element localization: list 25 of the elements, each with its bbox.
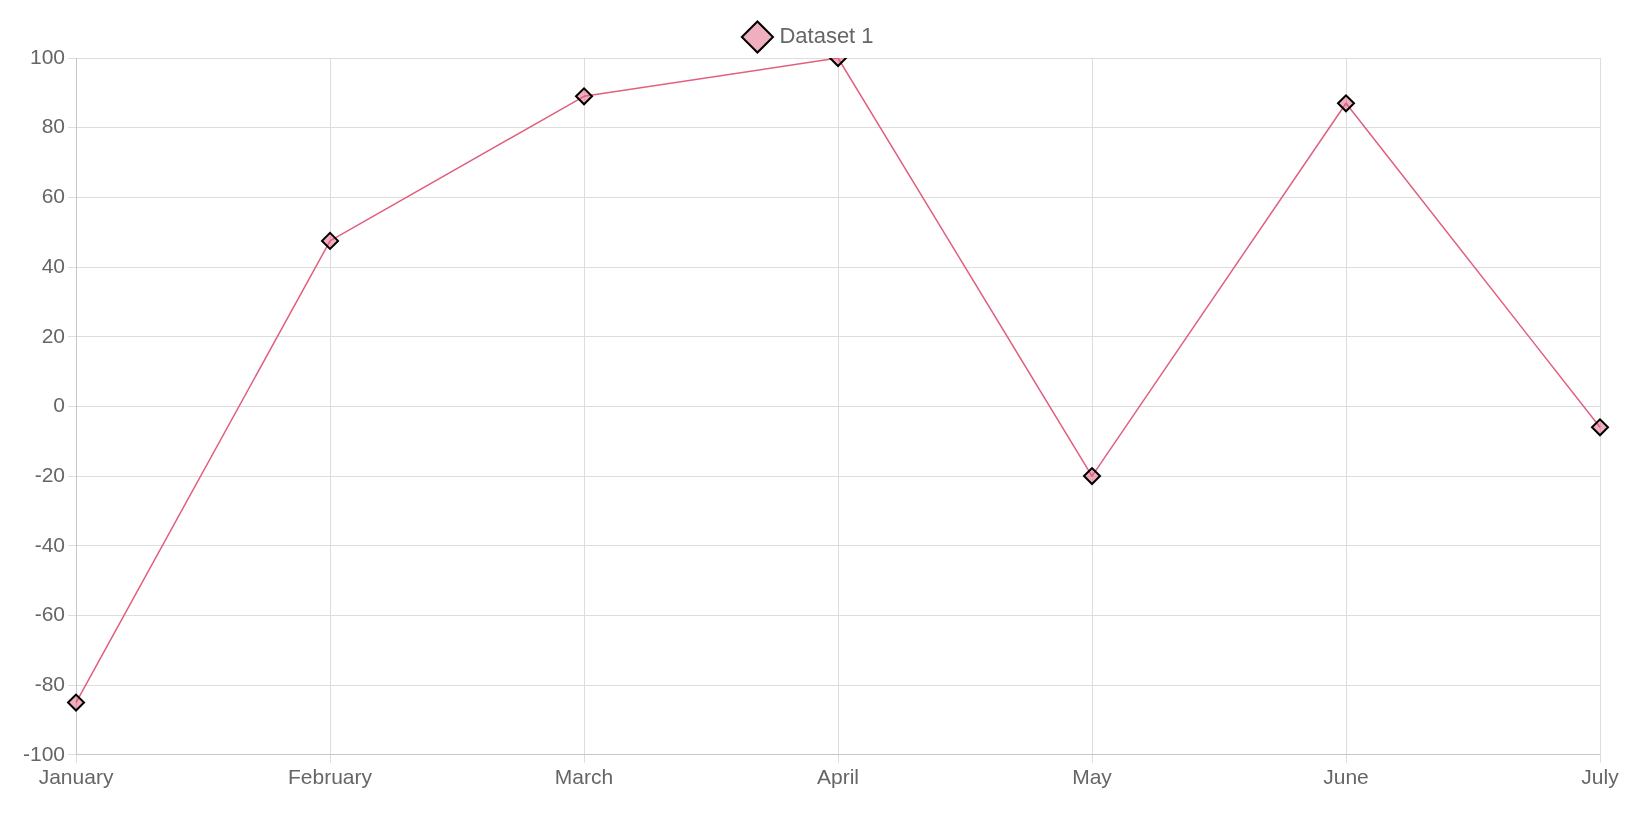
x-tick-label: February xyxy=(288,765,373,789)
legend-label: Dataset 1 xyxy=(779,23,874,49)
y-tick-label: -80 xyxy=(34,671,66,695)
point xyxy=(575,87,594,106)
x-tick-label: May xyxy=(1072,765,1113,789)
y-tick-label: -20 xyxy=(34,462,66,486)
point xyxy=(67,693,86,712)
y-tick-label: 100 xyxy=(29,44,66,68)
y-tick-label: -40 xyxy=(34,532,66,556)
x-tick-label: April xyxy=(817,765,860,789)
x-tick-label: January xyxy=(38,765,114,789)
point xyxy=(1591,418,1609,437)
y-tick-label: 80 xyxy=(41,114,66,138)
y-tick-label: 60 xyxy=(41,184,66,208)
point xyxy=(1083,467,1102,486)
x-tick-label: June xyxy=(1323,765,1369,789)
y-tick-label: 20 xyxy=(41,323,66,347)
y-tick-label: -100 xyxy=(23,741,66,765)
y-tick-label: -60 xyxy=(34,602,66,626)
y-tick-label: 40 xyxy=(41,253,66,277)
x-tick-label: July xyxy=(1581,765,1620,789)
x-tick-label: March xyxy=(554,765,614,789)
y-tick-label: 0 xyxy=(53,393,66,417)
point xyxy=(1337,94,1356,113)
point xyxy=(321,231,340,250)
